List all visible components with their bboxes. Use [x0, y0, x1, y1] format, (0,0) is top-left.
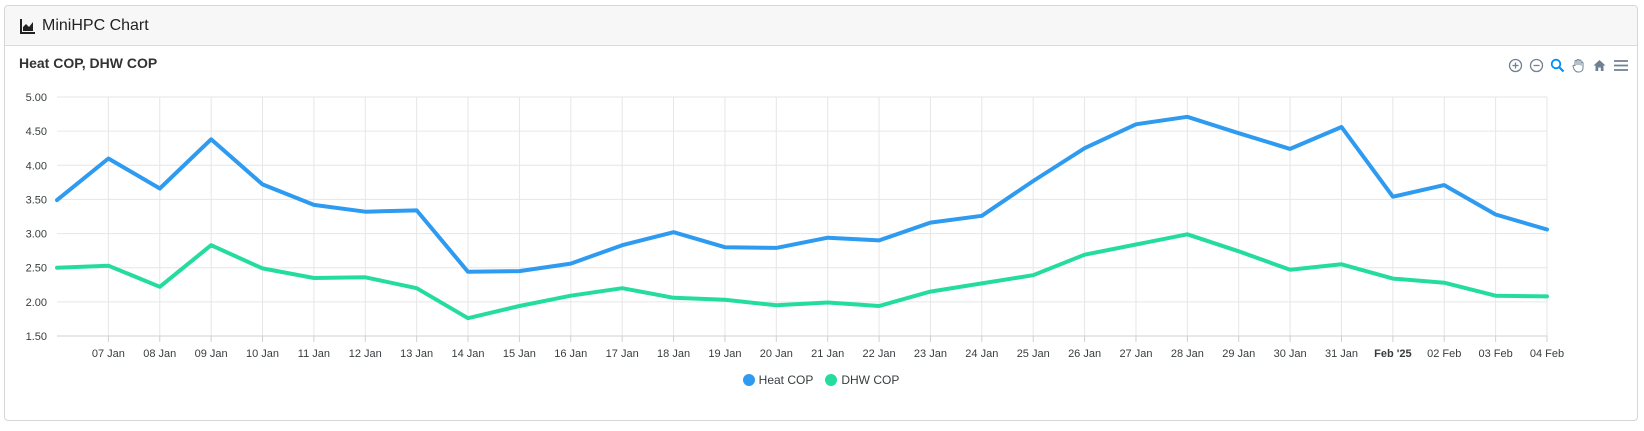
chart-card: MiniHPC Chart Heat COP, DHW COP 5.0 — [4, 5, 1638, 421]
x-tick-label: 23 Jan — [914, 348, 947, 360]
x-tick-label: 22 Jan — [863, 348, 896, 360]
home-reset-icon[interactable] — [1591, 57, 1608, 74]
x-tick-label: 02 Feb — [1427, 348, 1461, 360]
x-tick-label: 27 Jan — [1119, 348, 1152, 360]
x-tick-label: 28 Jan — [1171, 348, 1204, 360]
zoom-out-icon[interactable] — [1528, 57, 1545, 74]
y-tick-label: 1.50 — [26, 331, 47, 343]
chart-legend: Heat COP DHW COP — [5, 373, 1637, 387]
y-tick-label: 2.50 — [26, 263, 47, 275]
x-tick-label: 13 Jan — [400, 348, 433, 360]
legend-label-heat-cop: Heat COP — [758, 373, 814, 387]
y-tick-label: 3.00 — [26, 229, 47, 241]
x-tick-label: 30 Jan — [1274, 348, 1307, 360]
x-tick-label: 21 Jan — [811, 348, 844, 360]
chart-area: Heat COP, DHW COP 5.00 4.50 4.00 3.50 3.00 2.… — [5, 47, 1637, 419]
pan-hand-icon[interactable] — [1570, 57, 1587, 74]
legend-label-dhw-cop: DHW COP — [841, 373, 900, 387]
x-tick-label: 04 Feb — [1530, 348, 1564, 360]
chart-toolbar — [1507, 57, 1629, 74]
zoom-in-icon[interactable] — [1507, 57, 1524, 74]
card-title: MiniHPC Chart — [42, 16, 149, 34]
legend-marker-dhw-cop — [825, 374, 838, 386]
x-tick-label: 10 Jan — [246, 348, 279, 360]
dhw-cop-line — [55, 232, 1549, 321]
chart-title: Heat COP, DHW COP — [19, 55, 158, 71]
x-tick-label: 09 Jan — [195, 348, 228, 360]
area-chart-icon — [20, 18, 36, 34]
heat-cop-line — [55, 114, 1549, 274]
zoom-selection-icon[interactable] — [1549, 57, 1566, 74]
x-tick-label: 19 Jan — [708, 348, 741, 360]
x-tick-label: 14 Jan — [452, 348, 485, 360]
legend-marker-heat-cop — [742, 374, 755, 386]
y-tick-label: 5.00 — [26, 92, 47, 104]
x-tick-label: 20 Jan — [760, 348, 793, 360]
legend-item-heat-cop[interactable]: Heat COP — [742, 373, 814, 387]
line-chart: 5.00 4.50 4.00 3.50 3.00 2.50 2.00 1.50 07 Jan 08… — [26, 92, 1565, 360]
x-tick-label: 24 Jan — [965, 348, 998, 360]
y-tick-label: 3.50 — [26, 194, 47, 206]
x-tick-label: 25 Jan — [1017, 348, 1050, 360]
card-header: MiniHPC Chart — [5, 6, 1637, 46]
menu-icon[interactable] — [1612, 57, 1629, 74]
x-tick-label: 17 Jan — [606, 348, 639, 360]
x-tick-label: 03 Feb — [1478, 348, 1512, 360]
x-tick-label: 12 Jan — [349, 348, 382, 360]
x-tick-label: 29 Jan — [1222, 348, 1255, 360]
x-tick-label: 11 Jan — [298, 348, 330, 360]
y-tick-label: 4.00 — [26, 160, 47, 172]
x-tick-label: 07 Jan — [92, 348, 125, 360]
x-tick-label: Feb '25 — [1374, 348, 1411, 360]
x-tick-label: 16 Jan — [554, 348, 587, 360]
x-tick-label: 26 Jan — [1068, 348, 1101, 360]
x-tick-label: 08 Jan — [143, 348, 176, 360]
x-tick-label: 31 Jan — [1325, 348, 1358, 360]
x-tick-label: 18 Jan — [657, 348, 690, 360]
legend-item-dhw-cop[interactable]: DHW COP — [825, 373, 899, 387]
x-tick-label: 15 Jan — [503, 348, 536, 360]
y-tick-label: 4.50 — [26, 126, 47, 138]
y-tick-label: 2.00 — [26, 297, 47, 309]
